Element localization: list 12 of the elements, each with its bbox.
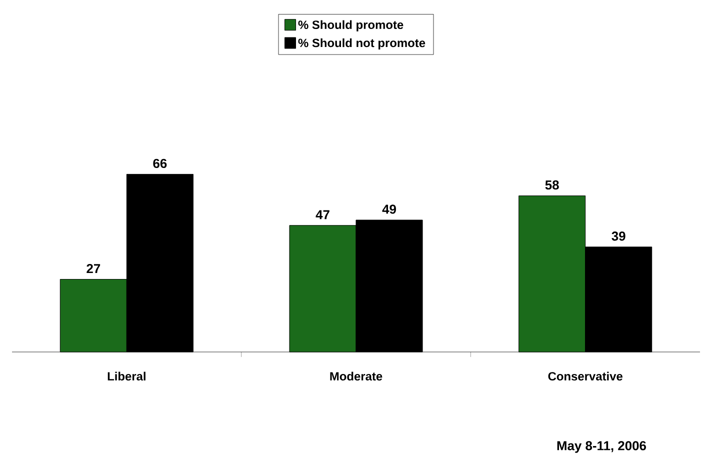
data-label: 47 <box>316 210 330 220</box>
data-label: 58 <box>545 180 559 190</box>
x-tick-label: Conservative <box>548 372 622 381</box>
legend-label: % Should promote <box>298 20 404 32</box>
data-label: 66 <box>153 158 167 168</box>
x-tick-label: Moderate <box>330 372 382 381</box>
legend-label: % Should not promote <box>298 38 426 50</box>
x-tick-label: Liberal <box>108 372 146 381</box>
data-label: 49 <box>382 204 396 214</box>
data-label: 39 <box>612 232 626 241</box>
data-label: 27 <box>86 264 100 274</box>
text: May 8-11, 2006 <box>557 441 646 453</box>
